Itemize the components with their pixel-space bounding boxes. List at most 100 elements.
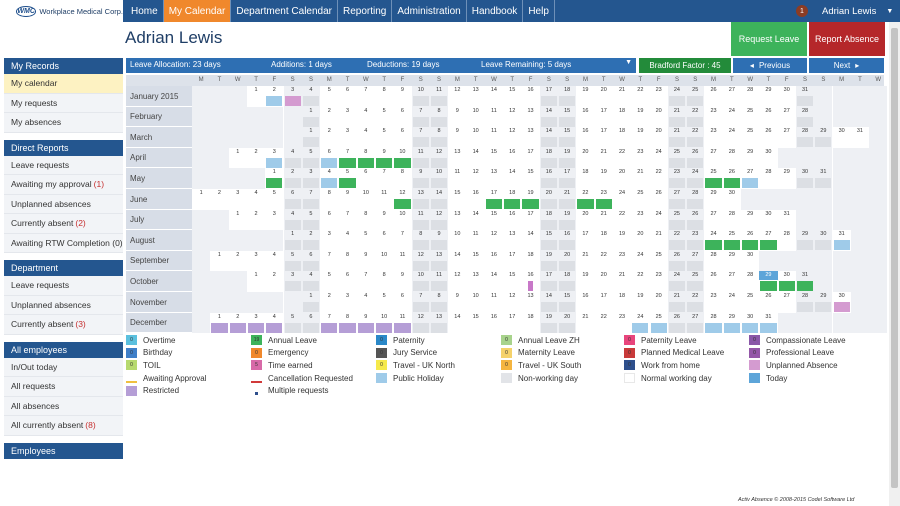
calendar-day[interactable]: 12 <box>429 209 449 231</box>
calendar-day[interactable]: 17 <box>503 312 522 334</box>
calendar-day[interactable]: 24 <box>704 230 723 251</box>
calendar-day[interactable]: 29 <box>795 230 815 251</box>
calendar-day[interactable]: 24 <box>649 209 668 231</box>
calendar-day[interactable]: 4 <box>246 189 266 210</box>
calendar-day[interactable]: 8 <box>411 230 430 251</box>
calendar-day[interactable]: 5 <box>320 271 339 292</box>
calendar-day[interactable]: 14 <box>539 292 558 313</box>
calendar-day[interactable]: 7 <box>375 168 394 189</box>
calendar-day[interactable]: 16 <box>576 127 595 148</box>
calendar-day[interactable]: 7 <box>411 106 430 128</box>
calendar-day[interactable]: 6 <box>320 147 339 169</box>
calendar-day[interactable]: 4 <box>283 209 302 231</box>
calendar-day[interactable]: 6 <box>301 312 321 334</box>
calendar-day[interactable]: 21 <box>576 250 595 272</box>
sidebar-heading[interactable]: Department <box>4 260 123 276</box>
calendar-day[interactable]: 20 <box>594 86 613 107</box>
calendar-day[interactable]: 15 <box>466 250 485 272</box>
chevron-down-icon[interactable]: ▼ <box>625 59 632 66</box>
calendar-day[interactable]: 6 <box>320 209 339 231</box>
calendar-day[interactable]: 29 <box>741 209 760 231</box>
calendar-day[interactable]: 9 <box>393 271 412 292</box>
calendar-day[interactable]: 10 <box>411 271 430 292</box>
calendar-day[interactable]: 26 <box>686 209 705 231</box>
calendar-day[interactable]: 25 <box>667 209 687 231</box>
calendar-day[interactable]: 25 <box>686 271 705 292</box>
calendar-day[interactable]: 25 <box>704 168 723 189</box>
sidebar-item-currently-absent[interactable]: Currently absent (2) <box>4 214 123 234</box>
calendar-day[interactable]: 8 <box>338 250 357 272</box>
calendar-day[interactable]: 12 <box>429 147 449 169</box>
calendar-day[interactable]: 20 <box>649 292 668 313</box>
calendar-day[interactable]: 7 <box>301 189 321 210</box>
calendar-day[interactable]: 1 <box>210 312 229 334</box>
calendar-day[interactable]: 15 <box>558 127 577 148</box>
calendar-day[interactable]: 29 <box>759 86 778 107</box>
calendar-day[interactable]: 18 <box>612 127 632 148</box>
calendar-day[interactable]: 12 <box>503 292 522 313</box>
calendar-day[interactable]: 23 <box>631 147 650 169</box>
calendar-day[interactable]: 27 <box>741 168 760 189</box>
sidebar-item-currently-absent[interactable]: Currently absent (3) <box>4 315 123 335</box>
calendar-day[interactable]: 20 <box>576 147 595 169</box>
calendar-day[interactable]: 13 <box>521 127 540 148</box>
calendar-day[interactable]: 18 <box>503 189 522 210</box>
calendar-day[interactable]: 5 <box>283 250 302 272</box>
calendar-day[interactable]: 23 <box>612 312 632 334</box>
calendar-day[interactable]: 12 <box>448 86 467 107</box>
calendar-day[interactable]: 20 <box>594 271 613 292</box>
calendar-day[interactable]: 12 <box>503 106 522 128</box>
calendar-day[interactable]: 27 <box>667 189 687 210</box>
calendar-day[interactable]: 2 <box>265 86 284 107</box>
calendar-day[interactable]: 16 <box>521 86 540 107</box>
calendar-day[interactable]: 27 <box>704 209 723 231</box>
calendar-day[interactable]: 19 <box>539 250 558 272</box>
calendar-day[interactable]: 7 <box>411 127 430 148</box>
calendar-day[interactable]: 10 <box>375 312 394 334</box>
calendar-day[interactable]: 16 <box>484 250 504 272</box>
calendar-day[interactable]: 11 <box>484 292 504 313</box>
calendar-day[interactable]: 29 <box>722 312 741 334</box>
calendar-day[interactable]: 10 <box>393 147 412 169</box>
calendar-day[interactable]: 13 <box>429 312 449 334</box>
calendar-day[interactable]: 28 <box>741 271 760 292</box>
calendar-day[interactable]: 16 <box>558 230 577 251</box>
calendar-day[interactable]: 11 <box>484 127 504 148</box>
calendar-day[interactable]: 12 <box>484 230 504 251</box>
calendar-day[interactable]: 23 <box>704 106 723 128</box>
calendar-day[interactable]: 9 <box>448 127 467 148</box>
calendar-day[interactable]: 28 <box>704 312 723 334</box>
calendar-day[interactable]: 20 <box>576 209 595 231</box>
calendar-day[interactable]: 17 <box>539 271 558 292</box>
calendar-day[interactable]: 29 <box>704 189 723 210</box>
calendar-day[interactable]: 26 <box>759 292 778 313</box>
calendar-day[interactable]: 3 <box>228 189 247 210</box>
calendar-day[interactable]: 17 <box>539 86 558 107</box>
calendar-day[interactable]: 2 <box>301 230 321 251</box>
calendar-day[interactable]: 25 <box>741 127 760 148</box>
calendar-day[interactable]: 1 <box>301 292 321 313</box>
calendar-day[interactable]: 27 <box>686 250 705 272</box>
calendar-day[interactable]: 5 <box>375 106 394 128</box>
calendar-day[interactable]: 15 <box>558 106 577 128</box>
calendar-day[interactable]: 11 <box>393 312 412 334</box>
calendar-day[interactable]: 23 <box>704 127 723 148</box>
sidebar-item-awaiting-my-approval[interactable]: Awaiting my approval (1) <box>4 175 123 195</box>
calendar-day[interactable]: 15 <box>484 147 504 169</box>
sidebar-item-in-out-today[interactable]: In/Out today <box>4 357 123 377</box>
calendar-day[interactable]: 27 <box>777 106 796 128</box>
calendar-day[interactable]: 4 <box>338 230 357 251</box>
calendar-day[interactable]: 19 <box>612 230 632 251</box>
calendar-day[interactable]: 31 <box>850 127 870 148</box>
calendar-day[interactable]: 21 <box>667 106 687 128</box>
calendar-day[interactable]: 15 <box>558 292 577 313</box>
previous-button[interactable]: ◂ Previous <box>733 58 807 73</box>
calendar-day[interactable]: 3 <box>265 147 284 169</box>
calendar-day[interactable]: 11 <box>411 147 430 169</box>
calendar-day[interactable]: 4 <box>265 312 284 334</box>
calendar-day[interactable]: 14 <box>484 86 504 107</box>
calendar-day[interactable]: 4 <box>265 250 284 272</box>
calendar-day[interactable]: 29 <box>741 147 760 169</box>
report-absence-button[interactable]: Report Absence <box>809 22 885 56</box>
calendar-day[interactable]: 5 <box>375 127 394 148</box>
